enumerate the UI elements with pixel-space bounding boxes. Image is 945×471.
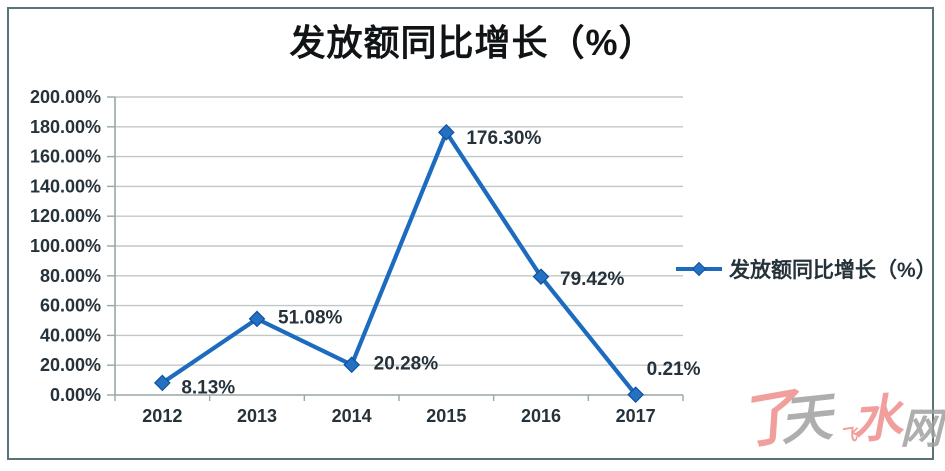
- y-axis-label: 120.00%: [30, 206, 101, 226]
- legend: 发放额同比增长（%）: [676, 254, 937, 284]
- data-point-label: 79.42%: [560, 269, 625, 290]
- chart-title: 发放额同比增长（%）: [289, 22, 656, 63]
- legend-line-marker-icon: [676, 261, 722, 277]
- y-axis-label: 140.00%: [30, 176, 101, 196]
- x-axis-label: 2014: [332, 406, 372, 426]
- data-point-marker: [153, 374, 171, 392]
- data-point-marker: [437, 123, 455, 141]
- x-axis-label: 2016: [521, 406, 561, 426]
- data-point-label: 51.08%: [278, 307, 343, 328]
- data-point-label: 8.13%: [181, 377, 235, 398]
- x-axis-label: 2015: [426, 406, 466, 426]
- y-axis-label: 20.00%: [40, 355, 101, 375]
- data-point-label: 176.30%: [466, 128, 541, 149]
- data-point-marker: [532, 268, 550, 286]
- data-point-label: 20.28%: [374, 353, 439, 374]
- y-axis-label: 60.00%: [40, 296, 101, 316]
- y-axis-label: 100.00%: [30, 236, 101, 256]
- y-axis-label: 200.00%: [30, 87, 101, 107]
- series-line: [161, 127, 638, 397]
- x-axis-label: 2017: [616, 406, 656, 426]
- y-axis-label: 40.00%: [40, 325, 101, 345]
- data-point-marker: [248, 310, 266, 328]
- y-axis-label: 80.00%: [40, 266, 101, 286]
- y-axis-label: 180.00%: [30, 117, 101, 137]
- data-point-marker: [343, 356, 361, 374]
- y-axis-label: 160.00%: [30, 147, 101, 167]
- data-point-label: 0.21%: [647, 359, 701, 380]
- y-axis-label: 0.00%: [50, 385, 101, 405]
- data-point-marker: [627, 386, 645, 404]
- legend-label: 发放额同比增长（%）: [729, 259, 937, 282]
- x-axis-label: 2013: [237, 406, 277, 426]
- x-axis-label: 2012: [142, 406, 182, 426]
